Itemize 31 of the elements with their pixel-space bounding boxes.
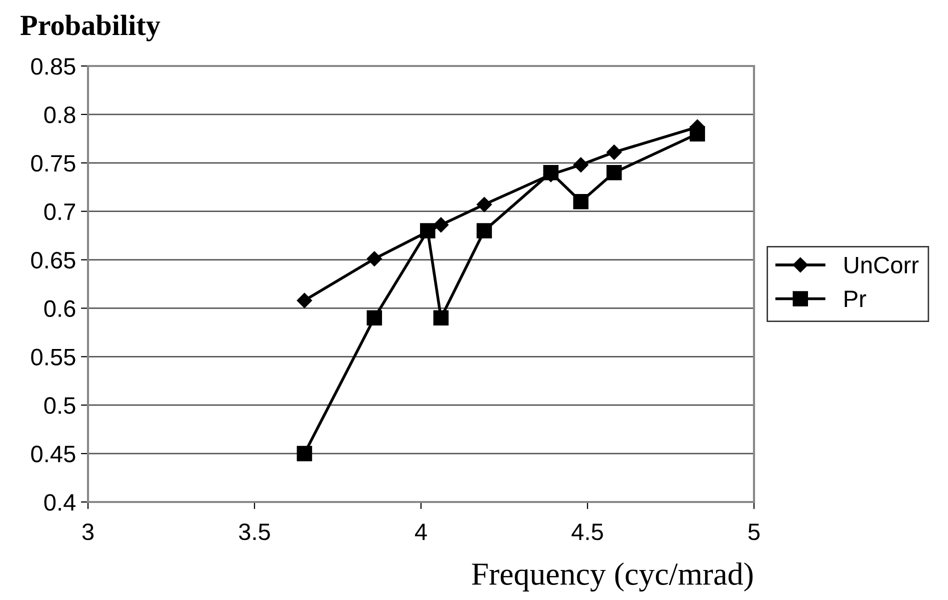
point [476, 196, 492, 212]
chart-title: Probability [20, 14, 160, 42]
x-axis-title: Frequency (cyc/mrad) [472, 562, 753, 592]
y-tick-label: 0.4 [44, 494, 76, 511]
point [433, 217, 449, 232]
y-tick-label: 0.45 [31, 446, 76, 462]
point [366, 310, 382, 326]
y-tick-label: 0.8 [44, 106, 76, 124]
x-tick-label: 3.5 [238, 523, 270, 540]
legend-label: UnCorr [844, 256, 919, 274]
point [476, 223, 492, 238]
y-tick-label: 0.5 [44, 397, 76, 414]
point [366, 251, 382, 266]
y-tick-label: 0.6 [44, 300, 76, 318]
point [573, 194, 588, 210]
x-tick-label: 3 [82, 523, 94, 540]
x-tick-label: 4.5 [572, 524, 603, 540]
y-tick-label: 0.65 [31, 252, 76, 269]
point [433, 310, 449, 326]
y-tick-label: 0.7 [44, 203, 76, 220]
y-tick-label: 0.75 [31, 154, 76, 172]
point [606, 164, 622, 180]
x-tick-label: 4 [414, 524, 427, 540]
point [296, 292, 312, 308]
point [573, 157, 588, 172]
point [606, 144, 622, 160]
x-tick-label: 5 [748, 524, 760, 540]
legend-label: Pr [844, 290, 866, 308]
y-tick-label: 0.85 [31, 58, 76, 75]
point [296, 446, 312, 462]
y-tick-label: 0.55 [31, 348, 76, 366]
